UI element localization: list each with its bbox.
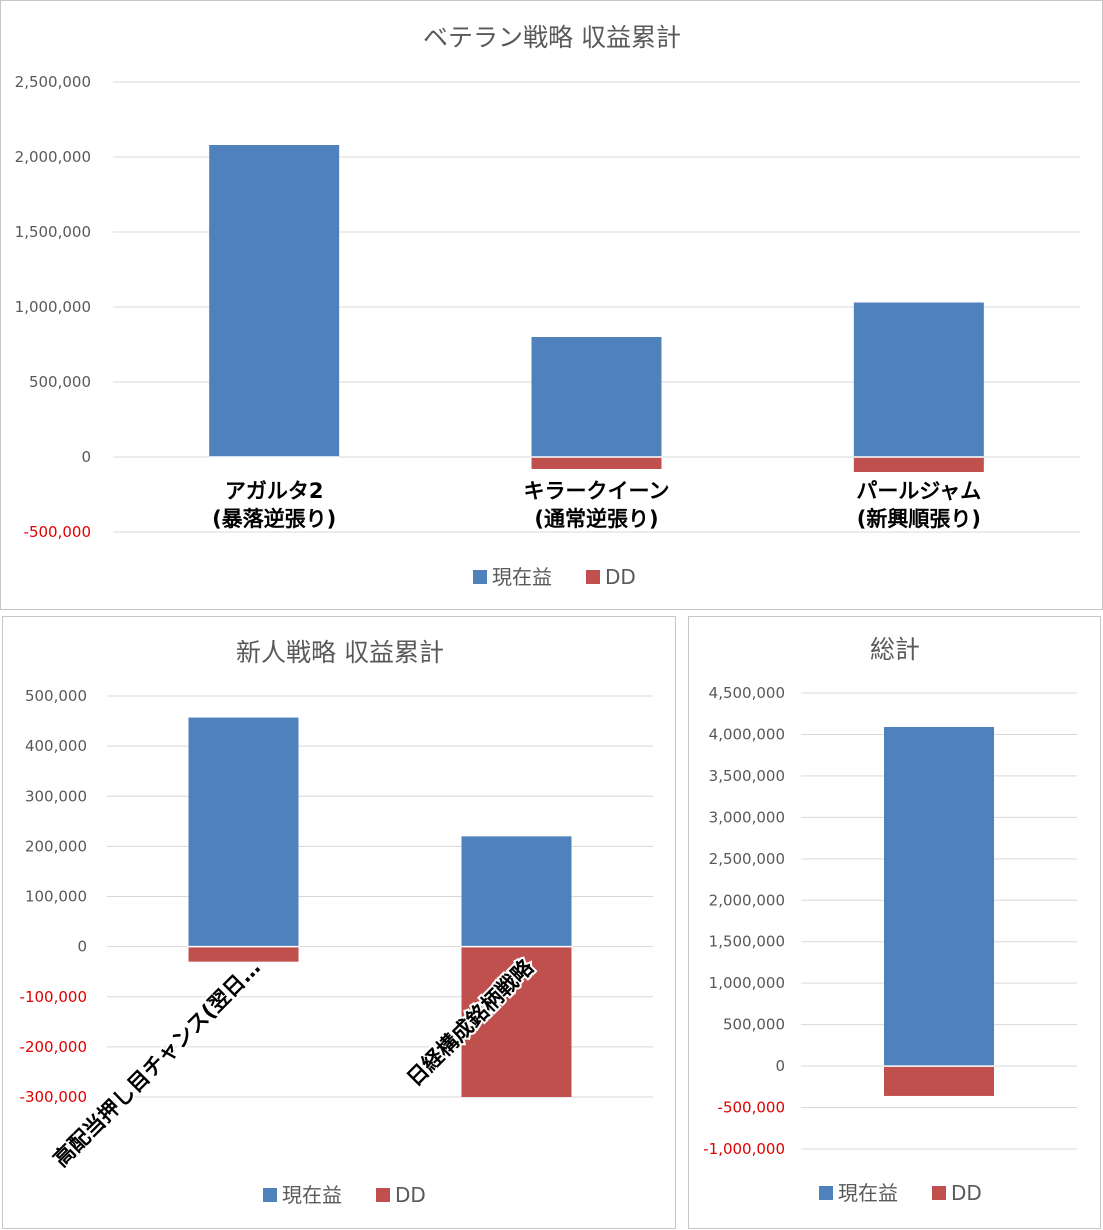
newcomer-chart: 新人戦略 収益累計 500,000 400,000 300,000 200,000 100… bbox=[20, 638, 653, 1207]
y-tick-label: 1,000,000 bbox=[15, 298, 91, 316]
legend-swatch-dd bbox=[586, 570, 600, 584]
y-tick-label: 100,000 bbox=[25, 888, 87, 906]
category-label: アガルタ2 bbox=[225, 479, 324, 503]
legend-swatch-dd bbox=[932, 1186, 946, 1200]
y-tick-label: 500,000 bbox=[25, 687, 87, 705]
y-tick-label: -200,000 bbox=[20, 1038, 87, 1056]
legend-label-dd: DD bbox=[395, 1183, 426, 1207]
bar-dd bbox=[884, 1066, 994, 1096]
veteran-chart-panel: ベテラン戦略 収益累計 2,500,000 2,000,000 1,500,000 1,… bbox=[0, 0, 1103, 610]
bar-dd bbox=[461, 946, 572, 1097]
category-label: キラークイーン bbox=[524, 479, 670, 503]
y-tick-label: 0 bbox=[77, 938, 87, 956]
bar-dd bbox=[188, 946, 299, 962]
y-tick-label: 1,000,000 bbox=[709, 974, 785, 992]
bar-current-profit bbox=[531, 337, 662, 457]
y-tick-label: 0 bbox=[81, 448, 91, 466]
legend-label-current-profit: 現在益 bbox=[838, 1181, 898, 1205]
veteran-chart: ベテラン戦略 収益累計 2,500,000 2,000,000 1,500,000 1,… bbox=[15, 23, 1080, 589]
y-tick-label: -100,000 bbox=[20, 988, 87, 1006]
bar-current-profit bbox=[853, 302, 984, 457]
legend-label-current-profit: 現在益 bbox=[282, 1183, 342, 1207]
category-label: (新興順張り) bbox=[857, 507, 981, 531]
y-tick-label: 500,000 bbox=[29, 373, 91, 391]
total-chart: 総計 4,500,000 4,000,000 3,500,000 3,000,000 2,… bbox=[703, 635, 1077, 1205]
bar-dd bbox=[531, 457, 662, 469]
y-tick-label: 2,000,000 bbox=[709, 891, 785, 909]
legend-swatch-current-profit bbox=[263, 1188, 277, 1202]
y-tick-label: 1,500,000 bbox=[15, 223, 91, 241]
bar-current-profit bbox=[188, 717, 299, 947]
category-label: (暴落逆張り) bbox=[212, 507, 336, 531]
bar-dd bbox=[853, 457, 984, 472]
y-tick-label: 4,500,000 bbox=[709, 684, 785, 702]
y-tick-label: 3,000,000 bbox=[709, 808, 785, 826]
legend-label-current-profit: 現在益 bbox=[492, 565, 552, 589]
y-tick-label: 200,000 bbox=[25, 837, 87, 855]
legend-swatch-current-profit bbox=[473, 570, 487, 584]
y-tick-label: 3,500,000 bbox=[709, 767, 785, 785]
y-tick-label: -300,000 bbox=[20, 1088, 87, 1106]
legend-swatch-dd bbox=[376, 1188, 390, 1202]
y-tick-label: 4,000,000 bbox=[709, 725, 785, 743]
y-tick-label: 2,500,000 bbox=[709, 850, 785, 868]
chart-title: ベテラン戦略 収益累計 bbox=[423, 23, 681, 52]
bar-current-profit bbox=[461, 836, 572, 947]
category-label: (通常逆張り) bbox=[534, 507, 658, 531]
bar-current-profit bbox=[884, 726, 994, 1067]
y-tick-label: 2,500,000 bbox=[15, 73, 91, 91]
y-tick-label: 300,000 bbox=[25, 787, 87, 805]
y-tick-label: -1,000,000 bbox=[703, 1140, 785, 1158]
y-tick-label: -500,000 bbox=[24, 523, 91, 541]
y-tick-label: 0 bbox=[775, 1057, 785, 1075]
y-tick-label: 1,500,000 bbox=[709, 933, 785, 951]
legend-swatch-current-profit bbox=[819, 1186, 833, 1200]
chart-title: 新人戦略 収益累計 bbox=[236, 638, 444, 667]
legend-label-dd: DD bbox=[605, 565, 636, 589]
chart-title: 総計 bbox=[870, 635, 920, 664]
y-tick-label: 400,000 bbox=[25, 737, 87, 755]
y-tick-label: 2,000,000 bbox=[15, 148, 91, 166]
y-tick-label: 500,000 bbox=[723, 1016, 785, 1034]
category-label: パールジャム bbox=[856, 479, 981, 503]
total-chart-panel: 総計 4,500,000 4,000,000 3,500,000 3,000,000 2,… bbox=[688, 616, 1101, 1229]
bar-current-profit bbox=[209, 145, 340, 457]
y-tick-label: -500,000 bbox=[718, 1099, 785, 1117]
newcomer-chart-panel: 新人戦略 収益累計 500,000 400,000 300,000 200,000 100… bbox=[2, 616, 676, 1229]
legend-label-dd: DD bbox=[951, 1181, 982, 1205]
